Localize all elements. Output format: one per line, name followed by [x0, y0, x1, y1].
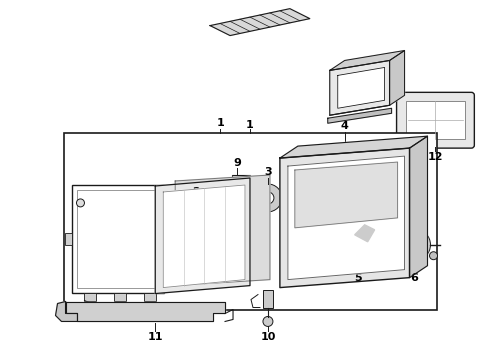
Polygon shape — [66, 302, 225, 321]
Bar — [64, 133, 438, 310]
Text: 7: 7 — [344, 243, 352, 253]
Circle shape — [365, 257, 375, 267]
Polygon shape — [295, 162, 397, 228]
Bar — [73, 185, 164, 293]
Text: 1: 1 — [246, 120, 254, 130]
Bar — [65, 233, 73, 245]
Polygon shape — [155, 178, 250, 293]
Circle shape — [398, 229, 431, 261]
Polygon shape — [410, 136, 427, 278]
Circle shape — [411, 219, 418, 227]
Polygon shape — [338, 67, 385, 108]
Text: 5: 5 — [354, 273, 362, 283]
Polygon shape — [390, 50, 405, 105]
Bar — [77, 190, 159, 288]
Bar — [114, 293, 126, 301]
Polygon shape — [288, 156, 405, 280]
Circle shape — [262, 192, 274, 204]
Bar — [232, 175, 250, 223]
Circle shape — [407, 237, 422, 253]
Text: 3: 3 — [264, 167, 272, 177]
Polygon shape — [280, 136, 427, 158]
Polygon shape — [210, 9, 310, 36]
FancyBboxPatch shape — [396, 92, 474, 148]
Bar — [84, 293, 97, 301]
Circle shape — [202, 199, 214, 211]
Polygon shape — [330, 50, 405, 71]
Polygon shape — [330, 60, 390, 115]
Polygon shape — [280, 148, 410, 288]
Bar — [406, 101, 466, 139]
Circle shape — [370, 271, 379, 279]
Circle shape — [392, 252, 399, 260]
Text: 6: 6 — [411, 273, 418, 283]
Circle shape — [76, 199, 84, 207]
Text: 1: 1 — [216, 118, 224, 128]
Polygon shape — [175, 175, 270, 285]
Circle shape — [203, 225, 213, 235]
Polygon shape — [163, 185, 245, 288]
Circle shape — [263, 316, 273, 327]
Circle shape — [254, 184, 282, 212]
Circle shape — [338, 165, 348, 175]
Polygon shape — [55, 302, 77, 321]
Text: 8: 8 — [99, 310, 107, 319]
Polygon shape — [328, 108, 392, 123]
Bar — [144, 293, 156, 301]
Text: 10: 10 — [260, 332, 275, 342]
Text: 12: 12 — [428, 152, 443, 162]
Circle shape — [251, 183, 261, 193]
Text: 2: 2 — [192, 187, 200, 197]
Text: 4: 4 — [341, 121, 349, 131]
Polygon shape — [355, 225, 375, 242]
Text: 9: 9 — [233, 158, 241, 168]
Text: 11: 11 — [147, 332, 163, 342]
Circle shape — [430, 252, 438, 260]
Bar — [263, 289, 273, 307]
